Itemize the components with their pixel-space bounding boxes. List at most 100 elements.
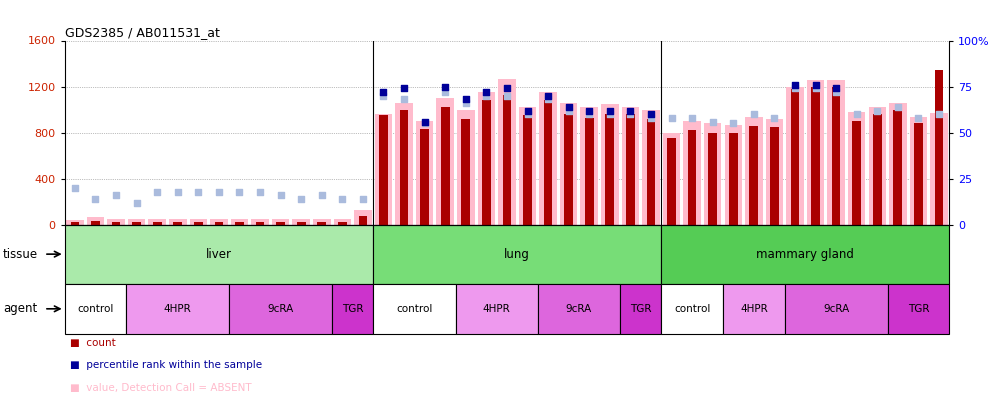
Point [191, 188, 207, 195]
Point [416, 118, 432, 125]
Bar [889, 103, 907, 225]
Bar [396, 103, 413, 225]
Point [540, 96, 556, 103]
Point [807, 85, 823, 92]
Bar [317, 222, 326, 225]
Bar [661, 225, 949, 283]
Bar [436, 98, 454, 225]
Bar [86, 217, 104, 225]
Point [664, 115, 680, 121]
Text: ■  value, Detection Call = ABSENT: ■ value, Detection Call = ABSENT [70, 383, 251, 393]
Bar [461, 119, 470, 225]
Bar [605, 114, 614, 225]
Point [149, 188, 165, 195]
Bar [811, 87, 820, 225]
Point [622, 111, 638, 117]
Bar [601, 104, 618, 225]
Point [232, 188, 248, 195]
Bar [790, 89, 799, 225]
Bar [132, 222, 141, 225]
Point [911, 115, 926, 121]
Bar [934, 70, 943, 225]
Bar [765, 119, 783, 225]
Bar [71, 222, 80, 225]
Point [437, 89, 453, 95]
Bar [930, 113, 947, 225]
Bar [400, 110, 409, 225]
Bar [565, 114, 573, 225]
Point [828, 89, 844, 95]
Text: control: control [78, 304, 113, 314]
Point [890, 104, 906, 110]
Bar [173, 222, 182, 225]
Text: TGR: TGR [908, 304, 929, 314]
Point [437, 83, 453, 90]
Bar [111, 222, 120, 225]
Bar [194, 222, 203, 225]
Bar [478, 92, 495, 225]
Bar [276, 222, 285, 225]
Point [622, 107, 638, 114]
Text: 4HPR: 4HPR [740, 304, 767, 314]
Point [252, 188, 268, 195]
Bar [441, 107, 449, 225]
Point [807, 81, 823, 88]
Bar [560, 103, 578, 225]
Bar [292, 219, 310, 225]
Point [540, 93, 556, 99]
Bar [544, 100, 553, 225]
Text: 4HPR: 4HPR [164, 304, 192, 314]
Bar [420, 129, 429, 225]
Text: GDS2385 / AB011531_at: GDS2385 / AB011531_at [65, 26, 220, 39]
Point [520, 107, 536, 114]
Text: 9cRA: 9cRA [267, 304, 294, 314]
Bar [251, 219, 268, 225]
Text: 9cRA: 9cRA [566, 304, 592, 314]
Point [397, 96, 413, 103]
Bar [503, 95, 511, 225]
Bar [621, 107, 639, 225]
Point [478, 89, 494, 95]
Text: tissue: tissue [3, 247, 38, 261]
Point [561, 107, 577, 114]
Bar [725, 125, 742, 225]
Point [458, 96, 474, 103]
Point [314, 192, 330, 198]
Bar [255, 222, 264, 225]
Point [726, 120, 742, 127]
Bar [338, 222, 347, 225]
Bar [148, 219, 166, 225]
Point [746, 111, 761, 117]
Point [828, 85, 844, 92]
Bar [538, 284, 620, 334]
Point [416, 120, 432, 127]
Bar [709, 133, 717, 225]
Bar [359, 215, 368, 225]
Point [376, 93, 392, 99]
Bar [704, 124, 722, 225]
Bar [126, 284, 230, 334]
Point [787, 81, 803, 88]
Bar [455, 284, 538, 334]
Bar [169, 219, 187, 225]
Point [705, 118, 721, 125]
Bar [661, 284, 723, 334]
Text: TGR: TGR [630, 304, 651, 314]
Bar [869, 107, 886, 225]
Bar [297, 222, 305, 225]
Bar [231, 219, 248, 225]
Point [766, 115, 782, 121]
Bar [784, 284, 888, 334]
Point [170, 188, 186, 195]
Bar [663, 133, 680, 225]
Point [128, 199, 144, 206]
Bar [729, 133, 738, 225]
Text: 4HPR: 4HPR [483, 304, 511, 314]
Text: ■  count: ■ count [70, 338, 115, 348]
Point [478, 93, 494, 99]
Point [272, 192, 288, 198]
Bar [65, 225, 373, 283]
Bar [620, 284, 661, 334]
Bar [749, 126, 758, 225]
Point [581, 107, 597, 114]
